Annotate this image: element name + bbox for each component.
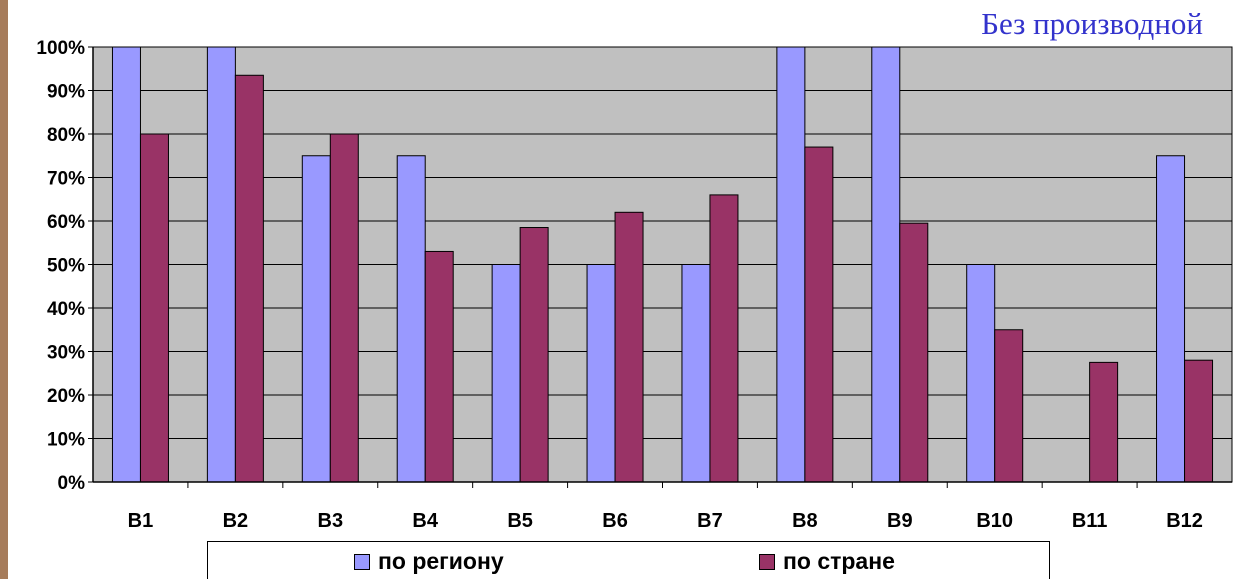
y-tick-label-0: 0% — [58, 473, 86, 494]
bar-B12-series-0 — [1156, 155, 1186, 483]
grid-lines — [93, 46, 1232, 439]
x-tick-label-B2: B2 — [223, 510, 249, 532]
bar-B10-series-0 — [966, 264, 996, 483]
bar-B3-series-1 — [329, 133, 359, 483]
y-tick-label-60: 60% — [47, 212, 85, 233]
left-border-strip — [0, 0, 8, 579]
x-tick-label-B5: B5 — [507, 510, 533, 532]
x-tick-label-B8: B8 — [792, 510, 818, 532]
x-tick-label-B7: B7 — [697, 510, 723, 532]
y-tick-label-70: 70% — [47, 169, 85, 190]
x-tick-label-B11: B11 — [1072, 510, 1108, 532]
y-tick-label-100: 100% — [36, 38, 85, 59]
bar-B1-series-0 — [111, 46, 141, 483]
bar-B8-series-0 — [776, 46, 806, 483]
y-tick-label-80: 80% — [47, 125, 85, 146]
x-tick-label-B10: B10 — [976, 510, 1013, 532]
x-tick-label-B4: B4 — [412, 510, 438, 532]
bar-B8-series-1 — [804, 146, 834, 483]
bar-B9-series-0 — [871, 46, 901, 483]
legend-item-region: по региону — [354, 548, 504, 575]
legend: по региону по стране — [207, 541, 1050, 579]
legend-swatch-country — [759, 553, 775, 570]
bar-B4-series-0 — [396, 155, 426, 483]
bar-B2-series-0 — [206, 46, 236, 483]
y-tick-label-50: 50% — [47, 256, 85, 277]
bar-B5-series-0 — [491, 264, 521, 483]
x-tick-label-B12: B12 — [1166, 510, 1203, 532]
legend-swatch-region — [354, 553, 370, 570]
legend-label-region: по региону — [378, 548, 504, 574]
legend-label-country: по стране — [783, 548, 895, 574]
bars — [111, 46, 1214, 483]
y-tick-label-30: 30% — [47, 343, 85, 364]
bar-B6-series-0 — [586, 264, 616, 483]
bar-B1-series-1 — [139, 133, 169, 483]
y-tick-label-90: 90% — [47, 82, 85, 103]
chart-title: Без производной — [981, 6, 1203, 41]
legend-item-country: по стране — [759, 548, 895, 575]
bar-B9-series-1 — [899, 222, 929, 483]
x-axis-labels: B1 B2 B3 B4 B5 B6 B7 B8 B9 B10 B11 B12 — [128, 482, 1203, 532]
bar-B4-series-1 — [424, 250, 454, 483]
x-tick-label-B6: B6 — [602, 510, 628, 532]
bar-B3-series-0 — [301, 155, 331, 483]
bar-B5-series-1 — [519, 227, 549, 483]
y-tick-label-10: 10% — [47, 430, 85, 451]
x-tick-label-B3: B3 — [318, 510, 344, 532]
bar-B12-series-1 — [1184, 359, 1214, 483]
y-tick-label-40: 40% — [47, 299, 85, 320]
bar-B6-series-1 — [614, 211, 644, 483]
bar-B11-series-1 — [1089, 361, 1119, 483]
bar-B2-series-1 — [234, 74, 264, 483]
y-axis-ticks: 0% 10% 20% 30% 40% 50% 60% 70% 80% 90% 100% — [36, 38, 93, 494]
bar-B10-series-1 — [994, 329, 1024, 483]
bar-B7-series-0 — [681, 264, 711, 483]
bar-B7-series-1 — [709, 194, 739, 483]
x-tick-label-B9: B9 — [887, 510, 913, 532]
y-tick-label-20: 20% — [47, 386, 85, 407]
x-tick-label-B1: B1 — [128, 510, 154, 532]
